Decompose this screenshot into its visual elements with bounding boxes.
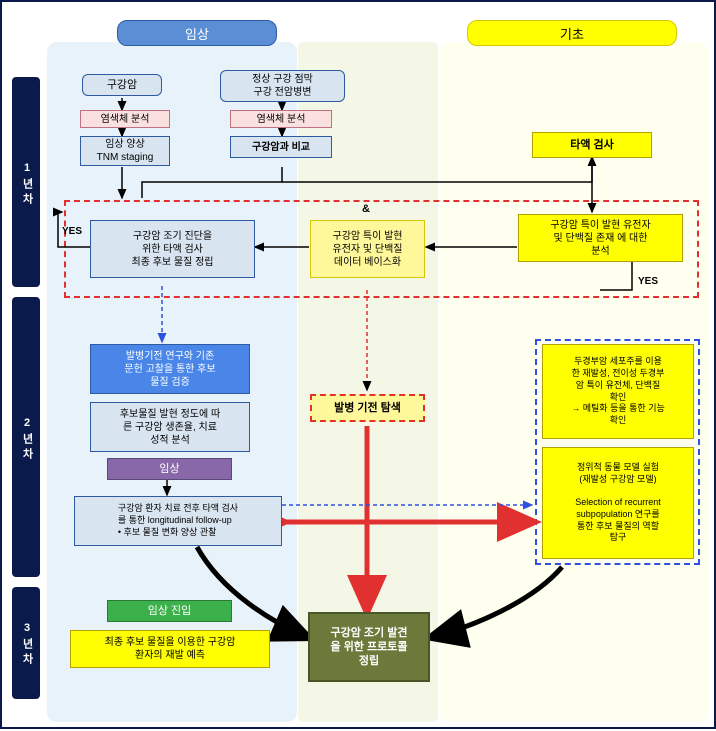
box-chromosome-2: 염색체 분석 <box>230 110 332 128</box>
year2-label: 2년차 <box>19 417 35 463</box>
box-oral-cancer: 구강암 <box>82 74 162 96</box>
box-literature-review: 발병기전 연구와 기존 문헌 고찰을 통한 후보 물질 검증 <box>90 344 250 394</box>
box-presence-analysis: 구강암 특이 발현 유전자 및 단백질 존재 에 대한 분석 <box>518 214 683 262</box>
box-normal-mucosa: 정상 구강 점막 구강 전암병변 <box>220 70 345 102</box>
box-compare: 구강암과 비교 <box>230 136 332 158</box>
box-protocol: 구강암 조기 발견 을 위한 프로토콜 정립 <box>308 612 430 682</box>
box-survival-analysis: 후보물질 발현 정도에 따 른 구강암 생존율, 치료 성적 분석 <box>90 402 250 452</box>
box-saliva-test: 타액 검사 <box>532 132 652 158</box>
year1-label: 1년차 <box>19 162 35 208</box>
box-chromosome-1: 염색체 분석 <box>80 110 170 128</box>
box-followup: 구강암 환자 치료 전후 타액 검사 를 통한 longitudinal fol… <box>74 496 282 546</box>
box-recurrence-predict: 최종 후보 물질을 이용한 구강암 환자의 재발 예측 <box>70 630 270 668</box>
box-cell-line: 두경부암 세포주를 이용 한 재발성, 전이성 두경부 암 특이 유전체, 단백… <box>542 344 694 439</box>
flowchart-canvas: 1년차 2년차 3년차 임상 기초 <box>0 0 716 729</box>
box-gene-database: 구강암 특이 발현 유전자 및 단백질 데이터 베이스화 <box>310 220 425 278</box>
box-tnm-staging: 임상 양상 TNM staging <box>80 136 170 166</box>
box-animal-model: 정위적 동물 모델 실험 (재발성 구강암 모델) Selection of r… <box>542 447 694 559</box>
box-mechanism: 발병 기전 탐색 <box>310 394 425 422</box>
year3-label: 3년차 <box>19 622 35 668</box>
header-clinical: 임상 <box>117 20 277 46</box>
box-early-diagnosis: 구강암 조기 진단을 위한 타액 검사 최종 후보 물질 정립 <box>90 220 255 278</box>
header-basic: 기초 <box>467 20 677 46</box>
box-clinical-label: 임상 <box>107 458 232 480</box>
box-clinical-entry: 임상 진입 <box>107 600 232 622</box>
